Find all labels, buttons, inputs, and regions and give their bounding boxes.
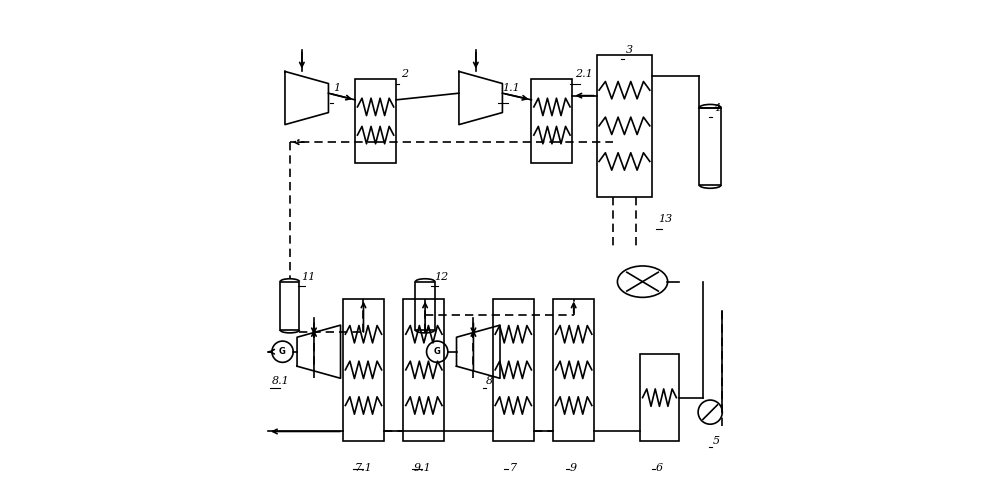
Text: 4: 4 <box>713 103 720 113</box>
Bar <box>531 79 572 163</box>
Text: G: G <box>434 347 441 356</box>
Bar <box>640 354 679 441</box>
Text: 1.1: 1.1 <box>502 84 520 93</box>
Text: 6: 6 <box>656 463 663 473</box>
Text: G: G <box>279 347 286 356</box>
Bar <box>280 282 299 330</box>
Text: 7.1: 7.1 <box>355 463 373 473</box>
Text: 11: 11 <box>301 272 315 282</box>
Text: 9.1: 9.1 <box>414 463 432 473</box>
Bar <box>597 54 652 197</box>
Bar <box>553 298 594 441</box>
Text: 8: 8 <box>486 376 493 386</box>
Bar <box>403 298 444 441</box>
Text: 2.1: 2.1 <box>575 69 593 79</box>
Text: 9: 9 <box>570 463 577 473</box>
Text: 2: 2 <box>401 69 408 79</box>
Bar <box>699 108 721 185</box>
Bar <box>415 282 435 330</box>
Text: 1: 1 <box>333 84 340 93</box>
Bar <box>355 79 396 163</box>
Text: 8.1: 8.1 <box>272 376 290 386</box>
Text: 5: 5 <box>713 436 720 446</box>
Text: 7: 7 <box>509 463 517 473</box>
Text: 13: 13 <box>658 214 673 224</box>
Bar <box>493 298 534 441</box>
Text: 12: 12 <box>434 272 448 282</box>
Bar <box>343 298 384 441</box>
Text: 3: 3 <box>626 45 633 55</box>
